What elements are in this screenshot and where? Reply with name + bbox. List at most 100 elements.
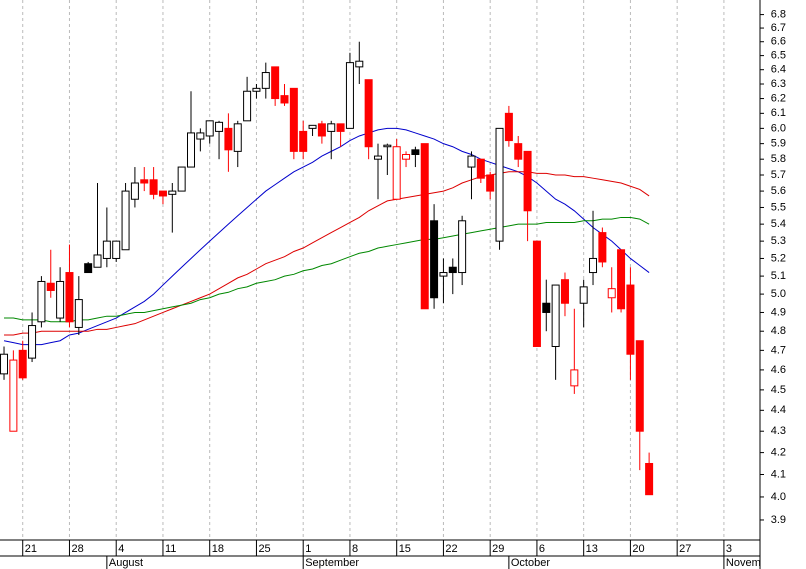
candle-body <box>65 272 74 323</box>
y-tick-label: 5.7 <box>771 169 786 181</box>
candle-body <box>121 190 130 251</box>
y-tick-label: 6.2 <box>771 92 786 104</box>
candle-body <box>383 144 392 148</box>
y-tick-label: 6.3 <box>771 78 786 90</box>
candle-body <box>130 182 139 200</box>
moving-average-line <box>4 171 650 336</box>
y-tick-label: 5.5 <box>771 201 786 213</box>
x-tick-label: 27 <box>679 543 691 555</box>
month-label: August <box>109 557 143 569</box>
candle-body <box>392 146 401 200</box>
candle-body <box>373 155 382 160</box>
month-label: October <box>511 557 550 569</box>
y-tick-label: 6.5 <box>771 50 786 62</box>
candle-body <box>402 153 411 160</box>
x-tick-label: 21 <box>25 543 37 555</box>
candle-body <box>168 190 177 195</box>
candle-body <box>579 286 588 304</box>
month-label: September <box>305 557 359 569</box>
y-tick-label: 5.4 <box>771 218 786 230</box>
x-tick-label: 11 <box>165 543 176 555</box>
candle-body <box>635 340 644 432</box>
candle-body <box>542 302 551 313</box>
candle-body <box>448 266 457 274</box>
candle-body <box>112 240 121 259</box>
candle-body <box>336 123 345 132</box>
candle-body <box>261 72 270 89</box>
y-tick-label: 5.1 <box>771 270 786 282</box>
moving-average-line <box>3 127 650 346</box>
candle-body <box>495 127 504 242</box>
candle-body <box>364 79 373 148</box>
y-tick-label: 6.7 <box>771 22 786 34</box>
candle-body <box>93 254 102 268</box>
candle-body <box>514 143 523 160</box>
candle-body <box>9 359 18 432</box>
month-label: November <box>726 557 777 569</box>
candle-body <box>486 174 495 192</box>
candle-body <box>355 60 364 68</box>
x-tick-label: 18 <box>212 543 224 555</box>
candle-body <box>570 369 579 387</box>
x-tick-label: 3 <box>726 543 732 555</box>
candle-body <box>149 179 158 195</box>
x-tick-label: 15 <box>399 543 411 555</box>
moving-average-line <box>4 216 650 323</box>
marks <box>0 41 654 496</box>
candle-body <box>560 279 569 304</box>
y-tick-label: 6.4 <box>771 64 786 76</box>
candle-body <box>439 272 448 277</box>
y-tick-label: 6.8 <box>771 8 786 20</box>
candle-body <box>187 132 196 168</box>
candle-body <box>252 87 261 92</box>
candle-body <box>224 127 233 151</box>
y-tick-label: 4.4 <box>771 404 786 416</box>
candle-body <box>37 280 46 323</box>
candle-body <box>551 284 560 347</box>
candle-body <box>523 150 532 212</box>
y-tick-label: 5.8 <box>771 153 786 165</box>
candle-body <box>327 123 336 132</box>
x-tick-label: 4 <box>118 543 124 555</box>
y-tick-label: 4.0 <box>771 491 786 503</box>
y-tick-label: 4.1 <box>771 468 786 480</box>
x-tick-label: 8 <box>352 543 358 555</box>
candle-body <box>532 240 541 347</box>
candle-body <box>589 257 598 274</box>
y-tick-label: 5.2 <box>771 252 786 264</box>
candle-body <box>476 158 485 179</box>
x-tick-label: 13 <box>586 543 598 555</box>
plot-area <box>0 0 760 540</box>
candle-body <box>617 249 626 310</box>
candle-body <box>196 132 205 140</box>
x-tick-label: 20 <box>632 543 644 555</box>
candle-body <box>215 121 224 132</box>
x-tick-label: 28 <box>71 543 83 555</box>
candle-body <box>205 120 214 137</box>
candle-body <box>56 280 65 319</box>
candle-body <box>0 353 9 375</box>
candle-body <box>645 462 654 496</box>
candle-body <box>430 220 439 299</box>
candle-body <box>411 149 420 155</box>
candle-body <box>28 325 37 359</box>
candle-body <box>308 124 317 129</box>
y-tick-label: 4.8 <box>771 325 786 337</box>
candle-body <box>420 143 429 310</box>
y-tick-label: 4.2 <box>771 447 786 459</box>
candle-body <box>271 66 280 100</box>
candle-body <box>74 299 83 328</box>
candle-body <box>46 282 55 291</box>
candle-body <box>467 155 476 168</box>
candle-body <box>18 349 27 379</box>
y-tick-label: 6.0 <box>771 122 786 134</box>
y-tick-label: 5.0 <box>771 288 786 300</box>
y-tick-label: 5.6 <box>771 185 786 197</box>
candle-body <box>598 232 607 263</box>
candle-body <box>289 87 298 152</box>
y-tick-label: 4.7 <box>771 344 786 356</box>
x-tick-label: 29 <box>492 543 504 555</box>
y-tick-label: 4.6 <box>771 364 786 376</box>
